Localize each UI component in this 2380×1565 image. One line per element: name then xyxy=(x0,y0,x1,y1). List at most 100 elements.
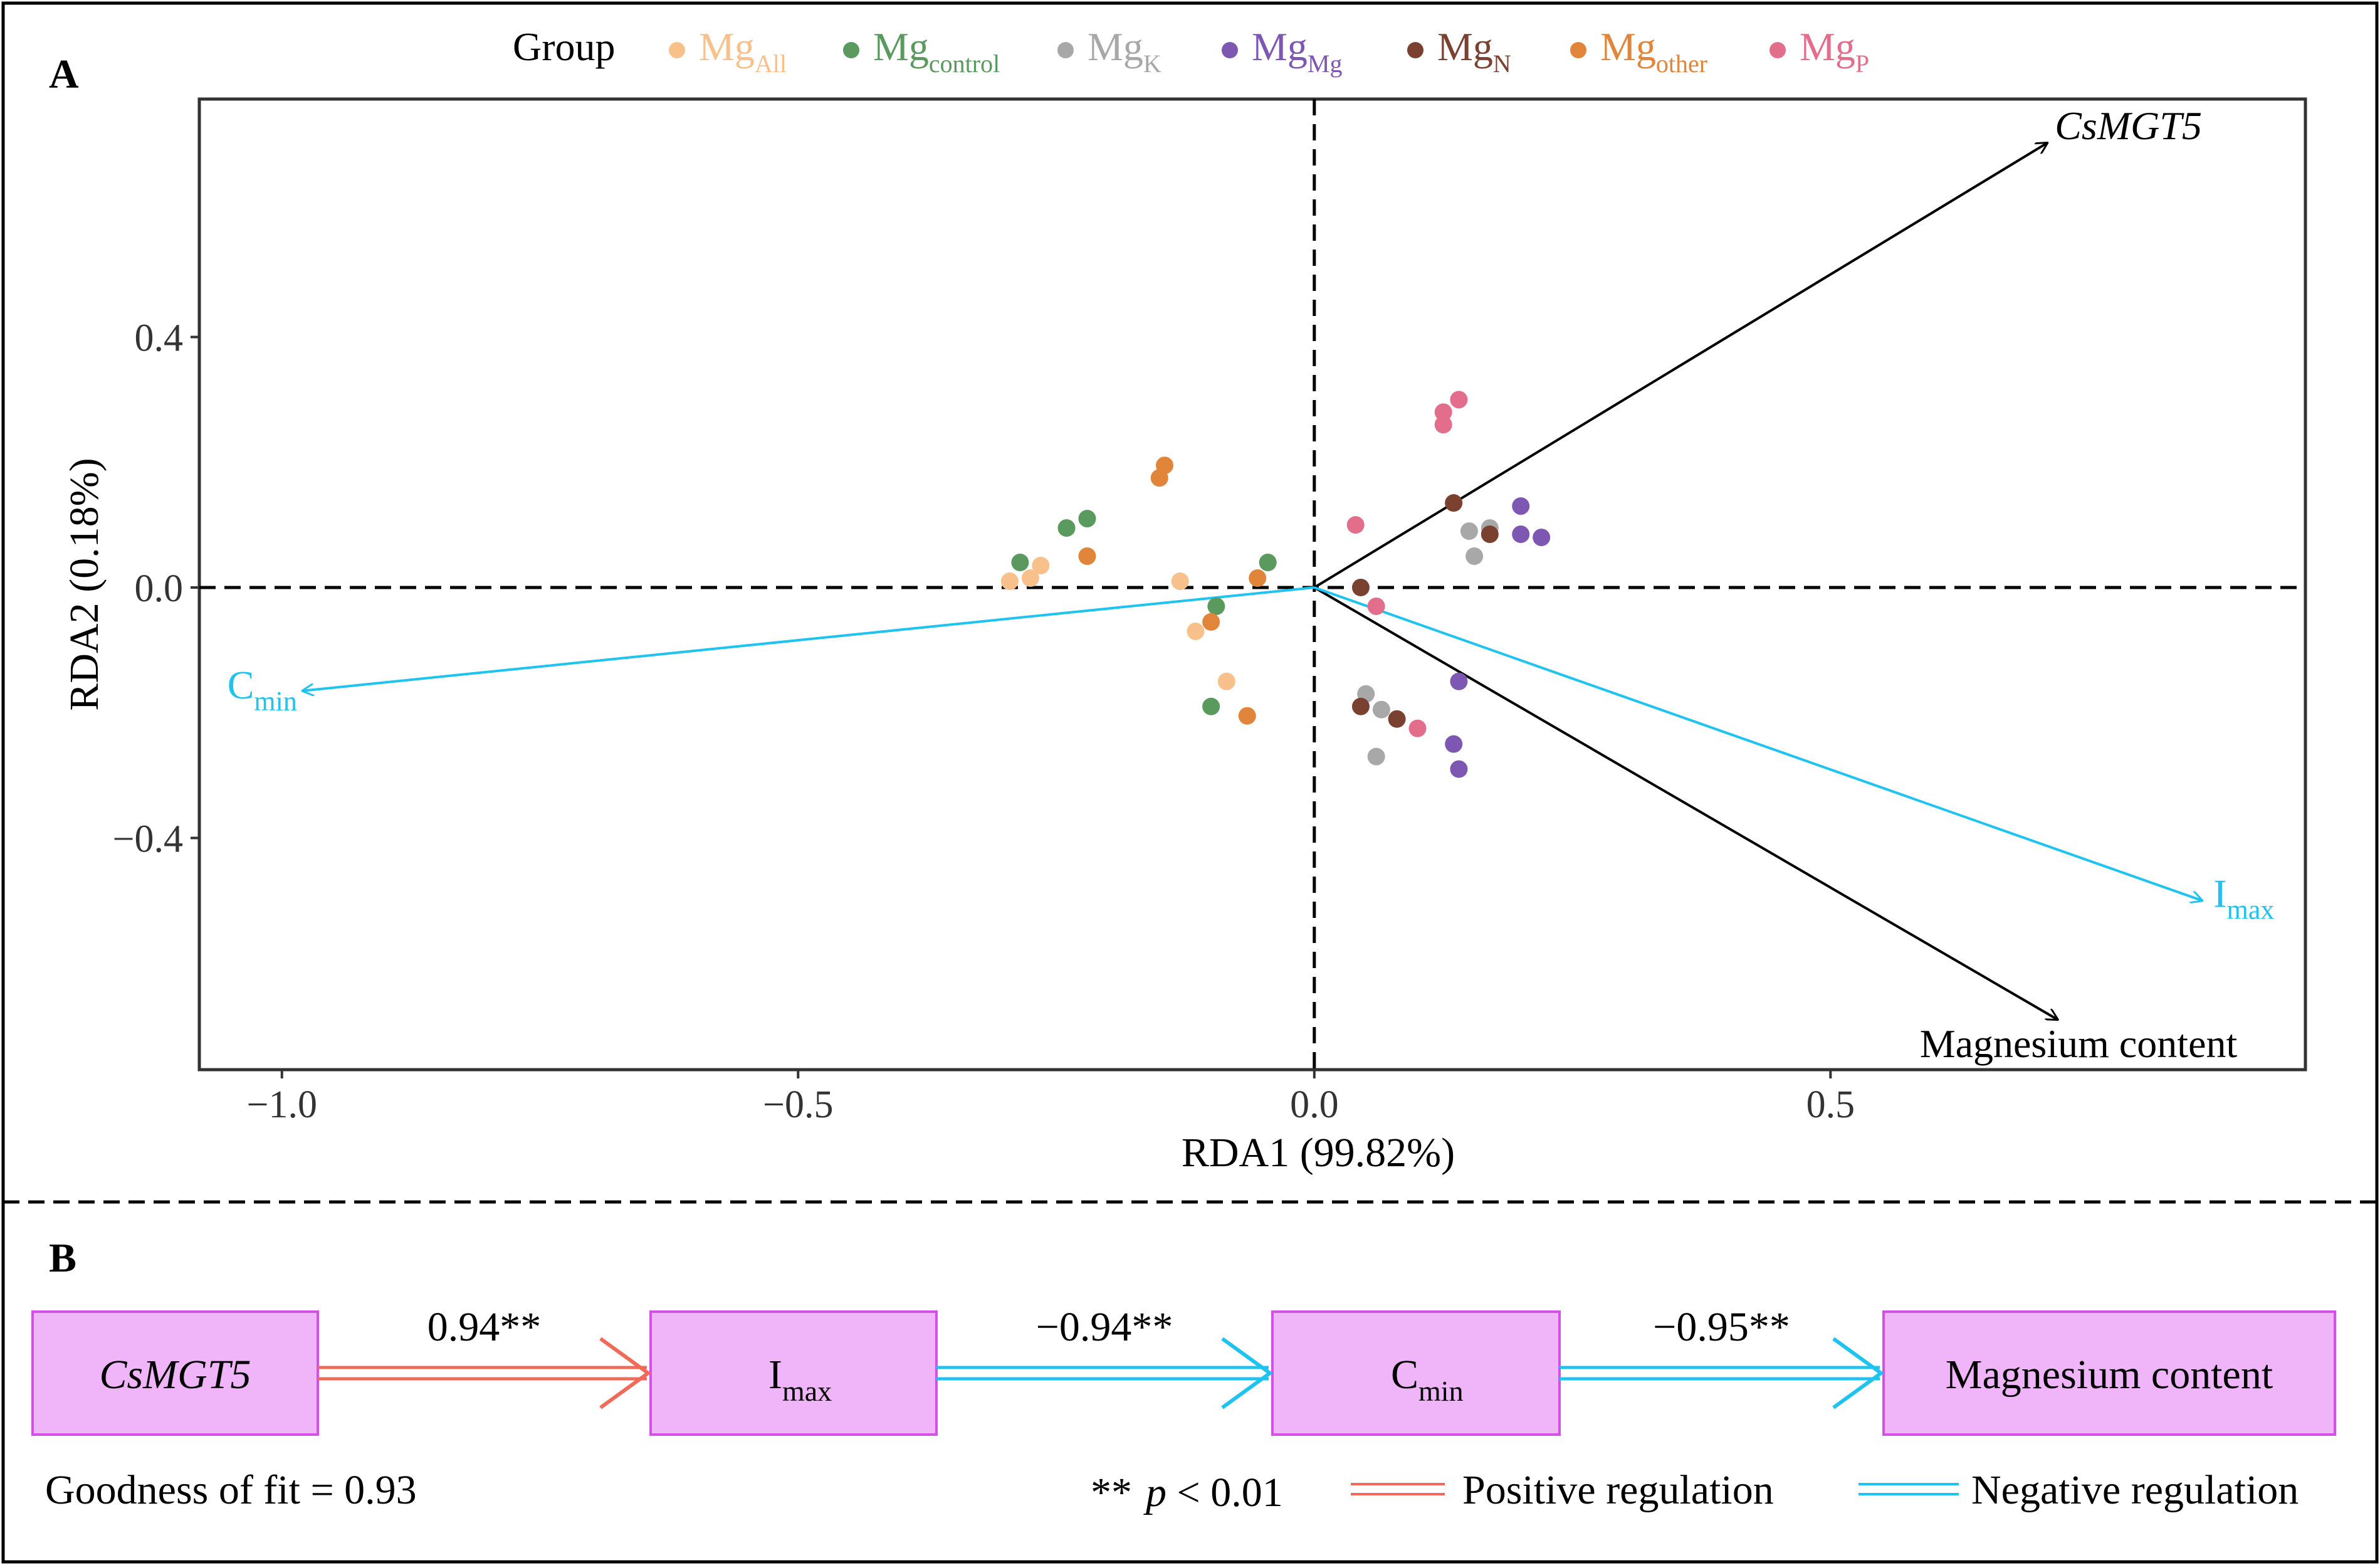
box-label-cmin-base: C xyxy=(1391,1352,1418,1398)
positive-legend: Positive regulation xyxy=(1351,1467,1774,1513)
point-mg-mg xyxy=(1512,497,1530,515)
link-1-value: 0.94** xyxy=(427,1304,542,1350)
rda-chart: Group MgAll Mgcontrol MgK MgMg MgN Mgother MgP … xyxy=(61,24,2307,1176)
point-mg-control xyxy=(1202,697,1220,715)
legend-label-mg-k-base: Mg xyxy=(1088,24,1143,69)
sig-rest: < 0.01 xyxy=(1166,1470,1283,1515)
point-mg-all xyxy=(1032,557,1050,575)
arrow-label-cmin: Cmin xyxy=(228,663,297,717)
point-mg-mg xyxy=(1450,760,1468,778)
legend-label-mg-other-base: Mg xyxy=(1600,24,1656,69)
pathway-boxes: CsMGT5 Imax Cmin Magnesium content xyxy=(31,1310,2336,1436)
point-mg-mg xyxy=(1445,735,1463,753)
point-mg-n xyxy=(1481,525,1499,544)
legend-label-mg-n-base: Mg xyxy=(1437,24,1493,69)
point-mg-all xyxy=(1187,622,1205,640)
box-label-cmin: Cmin xyxy=(1391,1352,1464,1407)
box-label-magnesium-content: Magnesium content xyxy=(1946,1352,2273,1398)
goodness-of-fit: Goodness of fit = 0.93 xyxy=(45,1467,417,1513)
axis-ticks: −1.0 −0.5 0.0 0.5 0.4 0.0 −0.4 xyxy=(113,317,1855,1126)
pathway-diagram: CsMGT5 Imax Cmin Magnesium content 0.94** −0… xyxy=(31,1304,2336,1515)
point-mg-all xyxy=(1217,672,1235,690)
arrow-cmin xyxy=(303,586,1315,691)
point-mg-all xyxy=(1171,572,1189,591)
legend-title: Group xyxy=(513,24,616,69)
negative-legend: Negative regulation xyxy=(1858,1467,2299,1513)
legend-label-mg-control-sub: control xyxy=(929,50,1000,78)
point-mg-p xyxy=(1367,597,1385,615)
y-tick-label: 0.0 xyxy=(135,567,184,610)
legend-label-mg-p: MgP xyxy=(1800,24,1869,78)
arrow-label-cmin-base: C xyxy=(228,663,254,707)
point-mg-p xyxy=(1434,403,1452,421)
sample-points xyxy=(1000,391,1551,778)
link-2-value: −0.94** xyxy=(1036,1304,1173,1350)
x-tick-label: 0.5 xyxy=(1806,1083,1855,1126)
arrow-label-imax: Imax xyxy=(2213,871,2274,925)
point-mg-mg xyxy=(1450,672,1468,690)
legend-marker-mg-control xyxy=(843,42,859,58)
point-mg-mg xyxy=(1512,525,1530,544)
legend-label-mg-mg-sub: Mg xyxy=(1308,50,1343,78)
box-label-imax-sub: max xyxy=(782,1375,832,1407)
legend-marker-mg-k xyxy=(1057,42,1074,58)
point-mg-control xyxy=(1259,554,1277,572)
panel-b-label: B xyxy=(49,1235,76,1281)
point-mg-other xyxy=(1249,569,1267,588)
y-tick-label: 0.4 xyxy=(135,317,184,360)
arrow-magnesium-content xyxy=(1313,586,2058,1020)
link-3-head xyxy=(1832,1337,1885,1410)
legend-label-mg-mg: MgMg xyxy=(1252,24,1342,78)
sig-p: p xyxy=(1143,1470,1166,1515)
point-mg-n xyxy=(1351,578,1370,596)
rda-arrows: CsMGT5 Magnesium content Imax Cmin xyxy=(228,103,2275,1066)
point-mg-n xyxy=(1445,494,1463,512)
svg-text:**p < 0.01: ** p < 0.01 xyxy=(1091,1470,1283,1515)
link-3-value: −0.95** xyxy=(1653,1304,1790,1350)
legend-label-mg-control: Mgcontrol xyxy=(873,24,1000,78)
significance-note: ** p < 0.01 xyxy=(1091,1470,1283,1515)
legend-label-mg-n-sub: N xyxy=(1493,50,1511,78)
point-mg-other xyxy=(1202,613,1220,631)
arrow-label-cmin-sub: min xyxy=(254,686,296,717)
legend-marker-mg-all xyxy=(669,42,685,58)
arrow-label-imax-sub: max xyxy=(2227,894,2275,925)
point-mg-other xyxy=(1238,707,1256,725)
sig-stars: ** xyxy=(1091,1470,1132,1515)
legend-label-mg-mg-base: Mg xyxy=(1252,24,1308,69)
point-mg-control xyxy=(1207,597,1225,615)
arrow-imax xyxy=(1314,586,2202,900)
point-mg-all xyxy=(1000,572,1019,591)
legend-label-mg-all-base: Mg xyxy=(699,24,755,69)
legend-label-mg-other: Mgother xyxy=(1600,24,1707,78)
box-label-imax: Imax xyxy=(768,1352,832,1407)
point-mg-p xyxy=(1408,719,1427,737)
chart-legend: Group MgAll Mgcontrol MgK MgMg MgN Mgother MgP xyxy=(513,24,1869,78)
legend-label-mg-k-sub: K xyxy=(1143,50,1161,78)
box-label-cmin-sub: min xyxy=(1418,1375,1464,1407)
point-mg-p xyxy=(1450,391,1468,409)
arrow-csmgt5 xyxy=(1313,143,2047,589)
zero-lines xyxy=(199,99,2305,1070)
positive-legend-label: Positive regulation xyxy=(1462,1467,1774,1513)
legend-marker-mg-p xyxy=(1769,42,1786,58)
point-mg-all xyxy=(1021,569,1039,588)
point-mg-k xyxy=(1367,747,1385,766)
point-mg-control xyxy=(1057,519,1076,537)
point-mg-p xyxy=(1346,516,1365,534)
point-mg-n xyxy=(1388,710,1406,728)
link-1-head xyxy=(599,1337,652,1410)
point-mg-control xyxy=(1011,554,1029,572)
y-tick-label: −0.4 xyxy=(113,818,183,860)
link-2-head xyxy=(1221,1337,1274,1410)
negative-legend-label: Negative regulation xyxy=(1971,1467,2299,1513)
pathway-links: 0.94** −0.94** −0.95** xyxy=(318,1304,1885,1410)
point-mg-k xyxy=(1372,700,1390,719)
legend-marker-mg-n xyxy=(1407,42,1423,58)
legend-label-mg-all: MgAll xyxy=(699,24,787,78)
legend-label-mg-all-sub: All xyxy=(755,50,787,78)
x-tick-label: −1.0 xyxy=(247,1083,317,1126)
y-axis-label: RDA2 (0.18%) xyxy=(61,458,107,710)
